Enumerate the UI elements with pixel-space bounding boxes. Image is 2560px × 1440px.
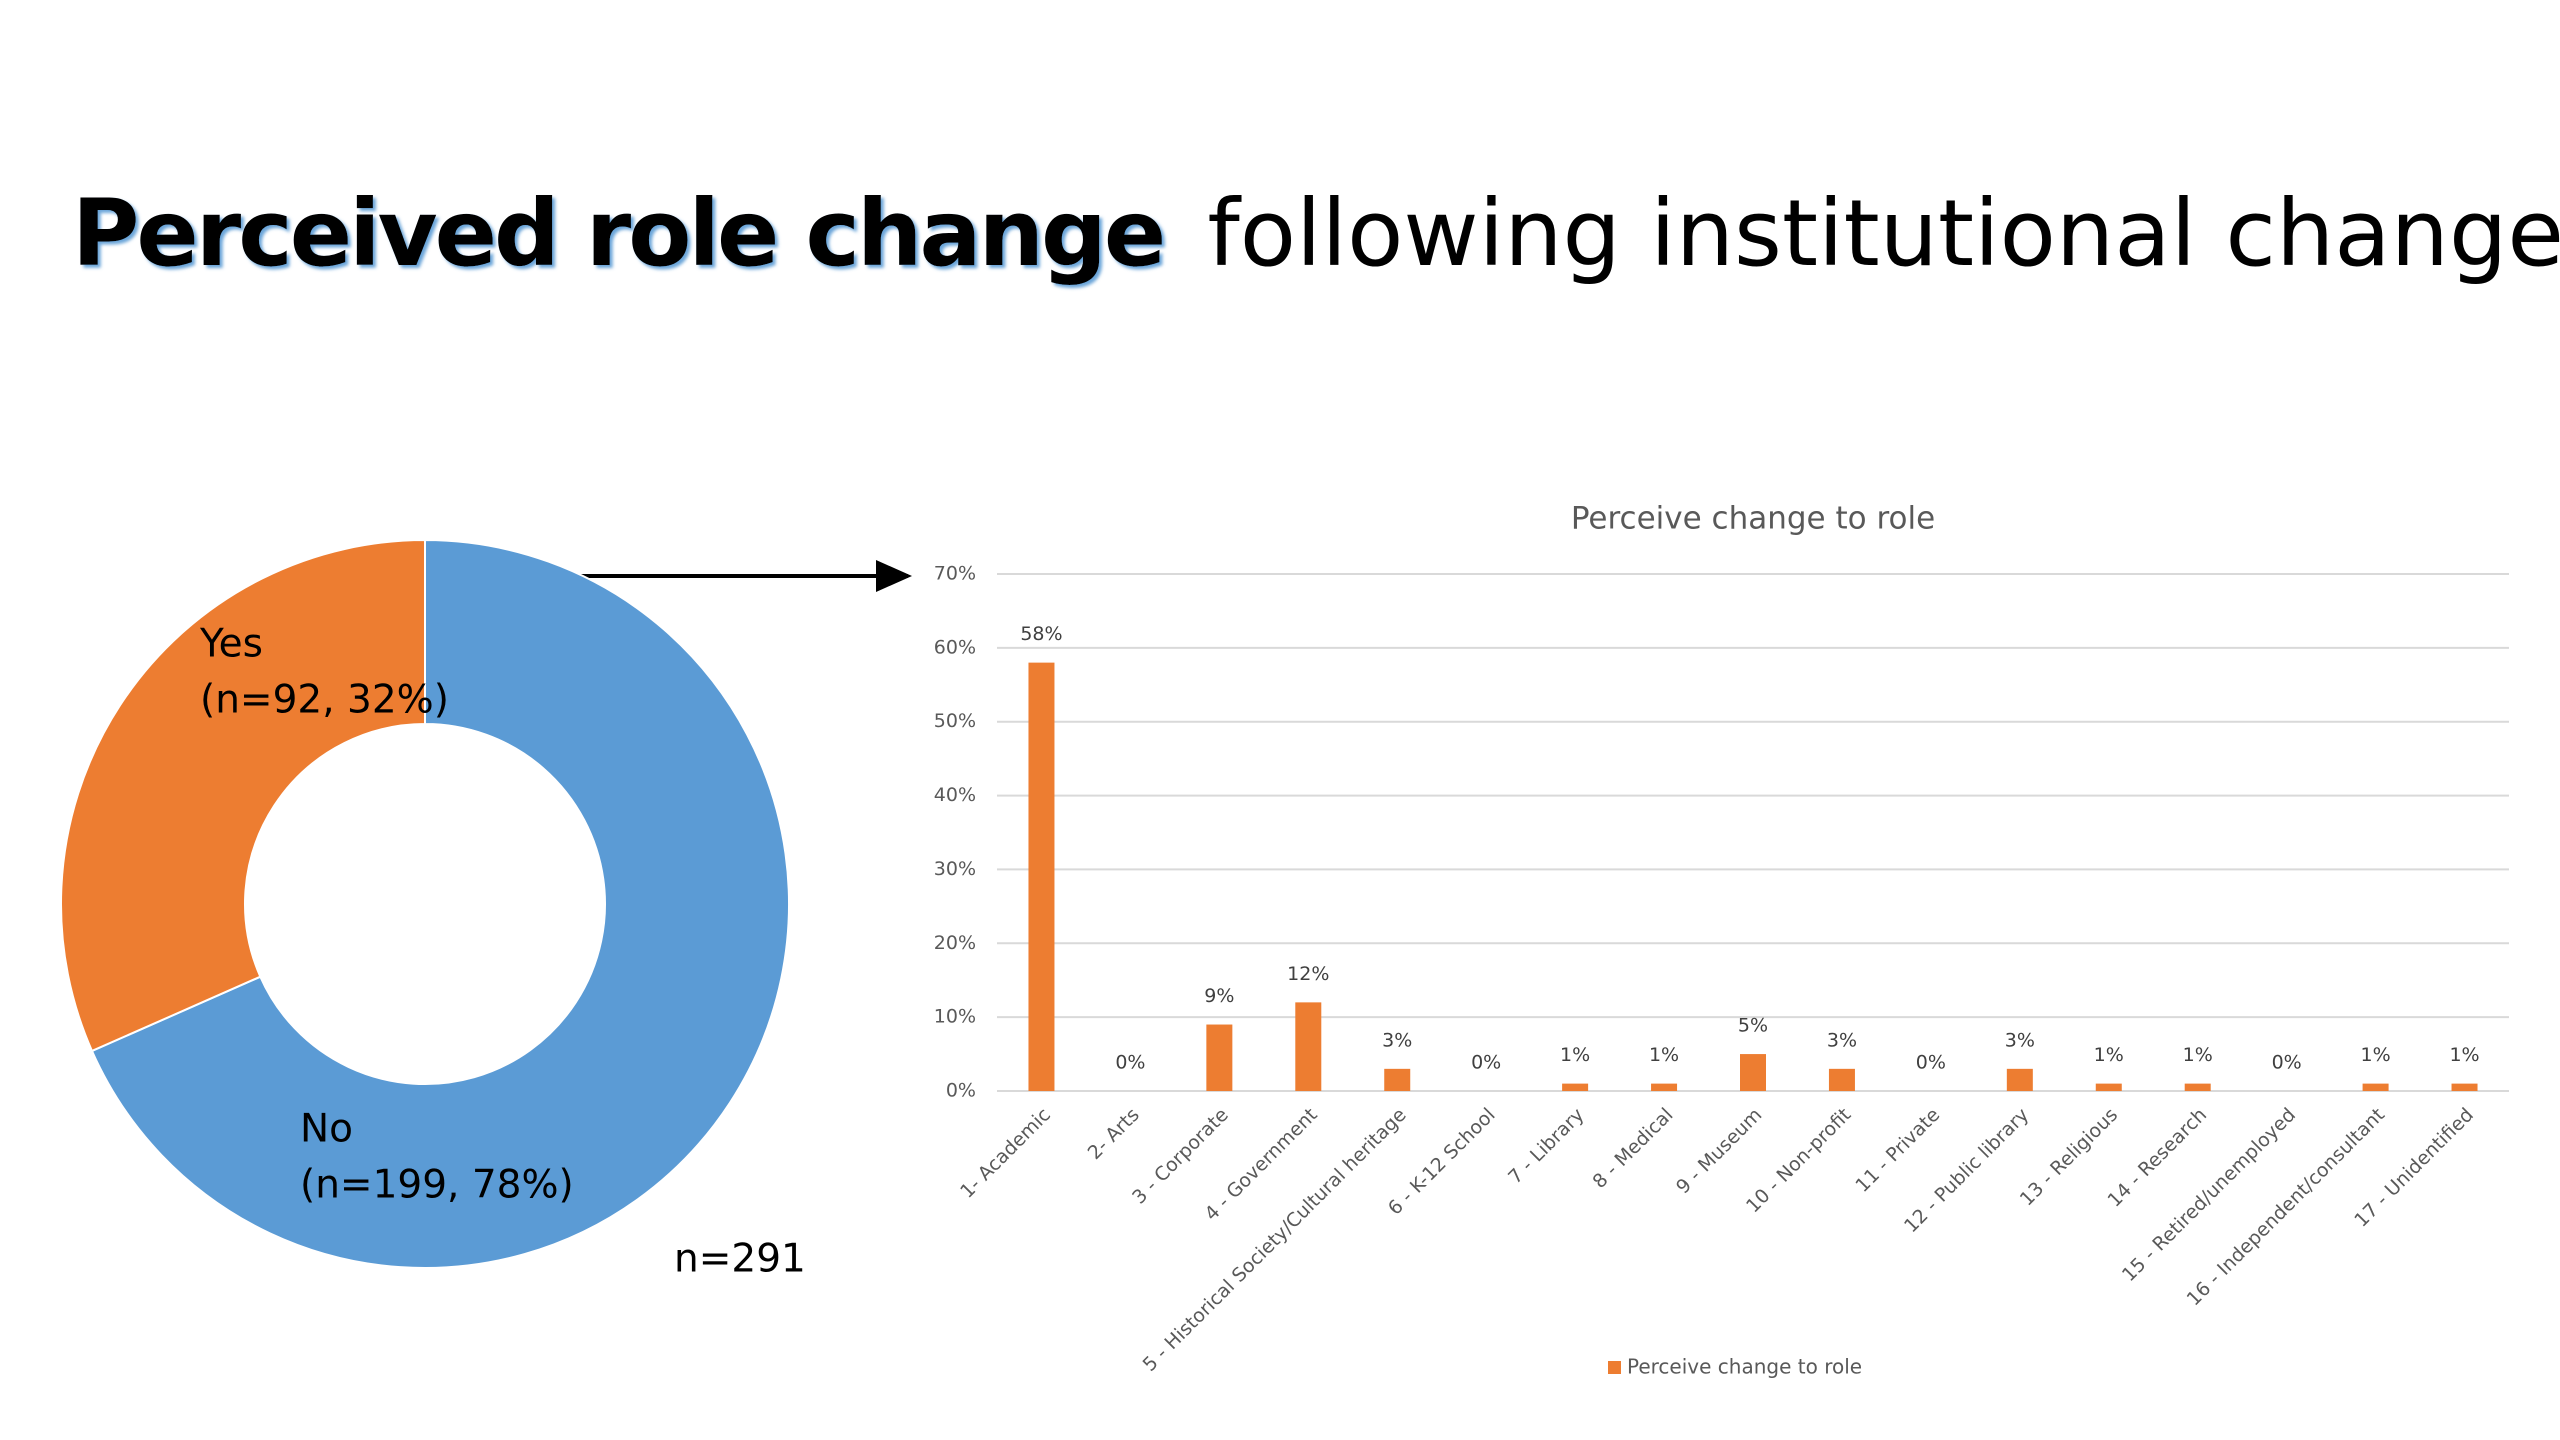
slice-value-label: (n=92, 32%) bbox=[200, 678, 449, 723]
bar bbox=[2095, 1083, 2122, 1091]
bar bbox=[1206, 1024, 1233, 1091]
x-tick-label: 15 - Retired/unemployed bbox=[2118, 1104, 2300, 1286]
slice-label: No bbox=[300, 1107, 353, 1152]
value-label: 1% bbox=[2094, 1044, 2124, 1066]
bar bbox=[2451, 1083, 2478, 1091]
x-tick-label: 7 - Library bbox=[1504, 1104, 1588, 1188]
annotation: n=291 bbox=[674, 1237, 806, 1282]
value-label: 0% bbox=[1471, 1052, 1501, 1074]
bar bbox=[1651, 1083, 1678, 1091]
y-tick-label: 30% bbox=[934, 858, 976, 880]
value-label: 1% bbox=[2449, 1044, 2479, 1066]
bar bbox=[1740, 1054, 1766, 1091]
bar bbox=[1828, 1068, 1855, 1091]
bar bbox=[2006, 1068, 2033, 1091]
y-tick-label: 10% bbox=[934, 1006, 976, 1028]
y-tick-label: 70% bbox=[934, 563, 976, 585]
value-label: 3% bbox=[2005, 1029, 2035, 1051]
value-label: 1% bbox=[2361, 1044, 2391, 1066]
y-tick-label: 60% bbox=[934, 636, 976, 658]
slice-label: Yes bbox=[199, 622, 263, 667]
value-label: 3% bbox=[1827, 1029, 1857, 1051]
value-label: 1% bbox=[1560, 1044, 1590, 1066]
donut-slice bbox=[60, 538, 426, 1053]
x-tick-label: 8 - Medical bbox=[1589, 1104, 1678, 1193]
bar bbox=[1295, 1002, 1322, 1091]
value-label: 3% bbox=[1382, 1029, 1412, 1051]
value-label: 0% bbox=[1916, 1052, 1946, 1074]
bar bbox=[1562, 1083, 1589, 1091]
value-label: 5% bbox=[1738, 1015, 1768, 1037]
slice-value-label: (n=199, 78%) bbox=[300, 1163, 574, 1208]
value-label: 12% bbox=[1287, 963, 1329, 985]
legend-swatch bbox=[1608, 1361, 1621, 1374]
title-regular: following institutional changes bbox=[1207, 180, 2560, 287]
x-tick-label: 11 - Private bbox=[1851, 1104, 1944, 1197]
slide-title: Perceived role change following instituti… bbox=[72, 180, 2560, 287]
value-label: 1% bbox=[1649, 1044, 1679, 1066]
x-tick-label: 2- Arts bbox=[1084, 1104, 1144, 1164]
y-tick-label: 20% bbox=[934, 932, 976, 954]
donut-slice bbox=[90, 538, 790, 1269]
bar bbox=[1384, 1068, 1411, 1091]
legend-label: Perceive change to role bbox=[1627, 1355, 1862, 1379]
chart-title: Perceive change to role bbox=[1571, 501, 1935, 537]
bar bbox=[2184, 1083, 2211, 1091]
title-bold: Perceived role change bbox=[72, 180, 1163, 287]
value-label: 9% bbox=[1204, 985, 1234, 1007]
value-label: 1% bbox=[2183, 1044, 2213, 1066]
value-label: 0% bbox=[2272, 1052, 2302, 1074]
y-tick-label: 50% bbox=[934, 710, 976, 732]
value-label: 58% bbox=[1020, 623, 1062, 645]
value-label: 0% bbox=[1115, 1052, 1145, 1074]
x-tick-label: 9 - Museum bbox=[1672, 1104, 1766, 1198]
y-tick-label: 0% bbox=[946, 1080, 976, 1102]
bar bbox=[2362, 1083, 2389, 1091]
y-tick-label: 40% bbox=[934, 784, 976, 806]
x-tick-label: 1- Academic bbox=[956, 1104, 1055, 1203]
bar bbox=[1028, 662, 1055, 1091]
